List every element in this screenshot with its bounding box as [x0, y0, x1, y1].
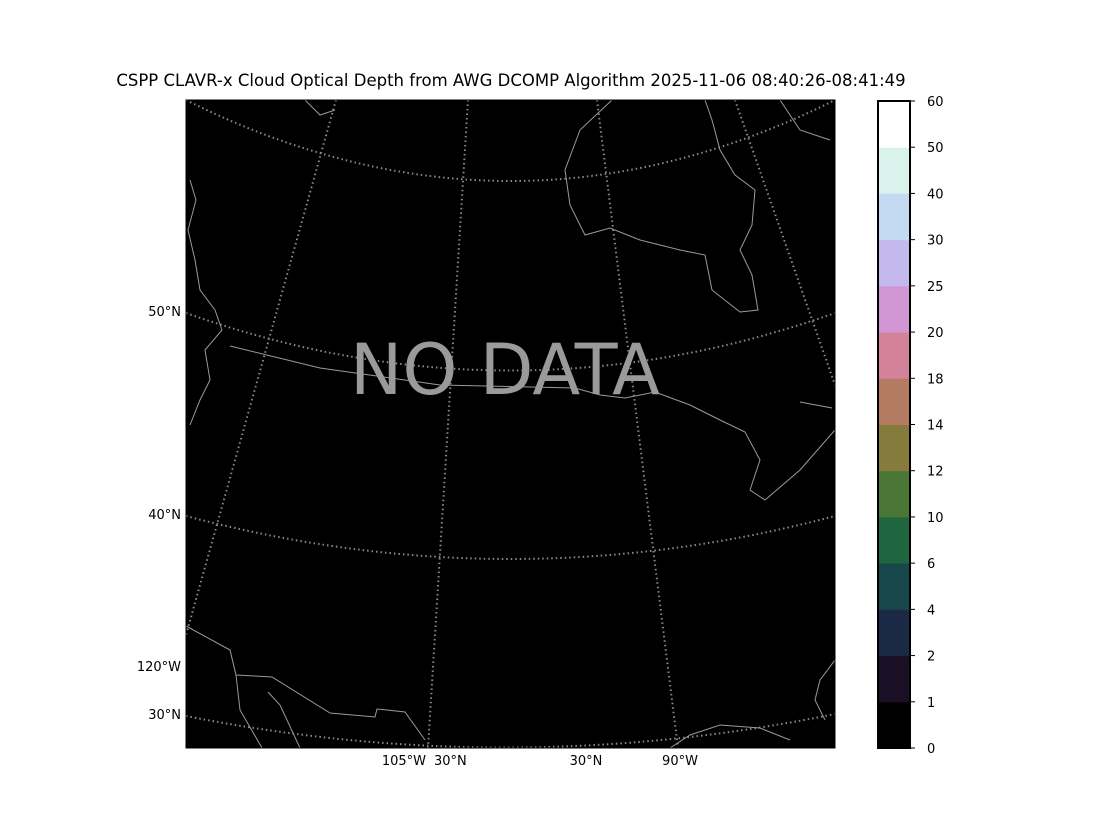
coastline: [779, 100, 831, 141]
map-axis-labels: 50°N 40°N 120°W 30°N 105°W 30°N 30°N 90°…: [137, 305, 698, 769]
longitude-line: [596, 100, 679, 748]
lon-label: 120°W: [137, 660, 181, 675]
colorbar-tick-label: 1: [927, 696, 935, 711]
colorbar-segment: [878, 147, 910, 194]
colorbar-segment: [878, 563, 910, 610]
coastline: [814, 659, 835, 721]
coastline: [187, 179, 223, 426]
colorbar-tick-label: 0: [927, 742, 935, 757]
colorbar-segment: [878, 424, 910, 472]
colorbar-tick-label: 14: [927, 419, 944, 434]
colorbar-tick-label: 60: [927, 95, 944, 110]
colorbar-segment: [878, 701, 910, 749]
colorbar-tick-label: 2: [927, 650, 935, 665]
colorbar-segment: [878, 285, 910, 333]
colorbar-segment: [878, 470, 910, 518]
colorbar-segment: [878, 609, 910, 657]
colorbar-segment: [878, 239, 910, 287]
colorbar-tick-label: 25: [927, 280, 944, 295]
lat-label: 30°N: [570, 754, 603, 769]
colorbar-segment: [878, 332, 910, 379]
lat-label: 30°N: [434, 754, 467, 769]
colorbar-segment: [878, 101, 910, 148]
longitude-line: [427, 100, 469, 748]
latitude-line: [186, 312, 835, 372]
colorbar-tick-label: 12: [927, 465, 944, 480]
plot-title: CSPP CLAVR-x Cloud Optical Depth from AW…: [116, 71, 905, 90]
coastline: [669, 724, 791, 748]
colorbar-segment: [878, 193, 910, 241]
lat-label: 30°N: [148, 708, 181, 723]
longitude-line: [734, 100, 835, 386]
lat-label: 50°N: [148, 305, 181, 320]
colorbar-tick-label: 30: [927, 234, 944, 249]
colorbar-segment: [878, 378, 910, 425]
lon-label: 90°W: [662, 754, 698, 769]
border-line: [229, 345, 835, 501]
colorbar-tick-label: 6: [927, 557, 935, 572]
colorbar-tick-label: 10: [927, 511, 944, 526]
colorbar-tick-label: 20: [927, 326, 944, 341]
no-data-text: NO DATA: [350, 329, 660, 411]
colorbar-segment: [878, 516, 910, 564]
lat-label: 40°N: [148, 508, 181, 523]
coastline: [304, 100, 336, 116]
colorbar-tick-label: 40: [927, 187, 944, 202]
colorbar-tick-label: 50: [927, 141, 944, 156]
latitude-line: [186, 515, 835, 560]
lon-label: 105°W: [382, 754, 426, 769]
colorbar-segment: [878, 655, 910, 703]
colorbar-tick-label: 4: [927, 603, 935, 618]
border-line: [186, 625, 426, 741]
coastline: [564, 100, 759, 313]
latitude-line: [186, 100, 835, 182]
map-panel: NO DATA: [185, 99, 836, 749]
map-background: [186, 100, 835, 748]
coastline: [799, 401, 833, 409]
coastline: [267, 691, 301, 748]
coastline: [235, 674, 263, 748]
colorbar-tick-label: 18: [927, 372, 944, 387]
map-frame: [185, 99, 836, 749]
